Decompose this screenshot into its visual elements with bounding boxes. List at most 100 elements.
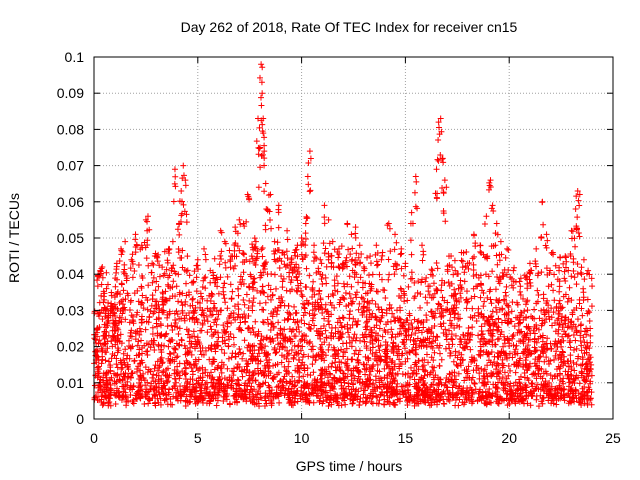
data-point — [150, 371, 157, 378]
data-point — [480, 372, 487, 379]
data-point — [509, 354, 516, 361]
data-point — [525, 377, 532, 384]
data-point — [369, 310, 376, 317]
data-point — [348, 343, 355, 350]
data-point — [444, 299, 451, 306]
y-tick-label: 0.08 — [57, 121, 84, 137]
data-point — [573, 345, 580, 352]
data-point — [324, 308, 331, 315]
data-point — [119, 310, 126, 317]
chart-title: Day 262 of 2018, Rate Of TEC Index for r… — [181, 19, 518, 35]
data-point — [260, 319, 267, 326]
data-point — [463, 339, 470, 346]
data-point — [137, 367, 144, 374]
data-point — [93, 353, 100, 360]
data-point — [353, 294, 360, 301]
data-point — [560, 375, 567, 382]
data-point — [264, 316, 271, 323]
data-point — [553, 348, 560, 355]
data-point — [113, 361, 120, 368]
data-point — [246, 297, 253, 304]
data-point — [567, 344, 574, 351]
data-point — [411, 376, 418, 383]
data-point — [163, 330, 170, 337]
data-point — [500, 343, 507, 350]
data-point — [244, 361, 251, 368]
data-point — [476, 370, 483, 377]
data-point — [249, 350, 256, 357]
data-point — [366, 372, 373, 379]
data-point — [567, 337, 574, 344]
data-point — [480, 314, 487, 321]
data-point — [354, 393, 361, 400]
data-point — [105, 299, 112, 306]
data-point — [224, 305, 231, 312]
data-point — [239, 355, 246, 362]
data-point — [96, 337, 103, 344]
data-point — [269, 313, 276, 320]
data-point — [254, 353, 261, 360]
data-point — [448, 335, 455, 342]
data-point — [267, 296, 274, 303]
data-point — [562, 368, 569, 375]
data-point — [225, 355, 232, 362]
data-point — [573, 305, 580, 312]
data-point — [407, 364, 414, 371]
data-point — [394, 370, 401, 377]
data-point — [505, 372, 512, 379]
data-point — [182, 345, 189, 352]
data-point — [432, 337, 439, 344]
data-point — [136, 325, 143, 332]
y-tick-label: 0.06 — [57, 194, 84, 210]
data-point — [98, 345, 105, 352]
data-point — [522, 357, 529, 364]
x-tick-label: 10 — [294, 430, 310, 446]
data-point — [229, 288, 236, 295]
data-point — [265, 282, 272, 289]
data-point — [368, 399, 375, 406]
data-point — [501, 333, 508, 340]
data-point — [329, 360, 336, 367]
data-point — [298, 291, 305, 298]
data-point — [278, 359, 285, 366]
data-point — [227, 331, 234, 338]
data-point — [252, 318, 259, 325]
data-point — [342, 401, 349, 408]
data-point — [465, 325, 472, 332]
data-point — [148, 302, 155, 309]
data-point — [215, 381, 222, 388]
data-point — [431, 349, 438, 356]
data-point — [144, 306, 151, 313]
data-point — [149, 324, 156, 331]
data-point — [379, 333, 386, 340]
data-point — [130, 320, 137, 327]
data-point — [398, 330, 405, 337]
data-point — [434, 342, 441, 349]
data-point — [314, 332, 321, 339]
data-point — [204, 329, 211, 336]
data-point — [139, 350, 146, 357]
data-point — [322, 301, 329, 308]
data-point — [552, 373, 559, 380]
data-point — [272, 305, 279, 312]
data-point — [549, 322, 556, 329]
data-point — [512, 351, 519, 358]
data-point — [495, 369, 502, 376]
data-point — [339, 395, 346, 402]
data-point — [455, 370, 462, 377]
data-point — [325, 346, 332, 353]
data-point — [231, 303, 238, 310]
data-point — [343, 345, 350, 352]
data-point — [339, 314, 346, 321]
data-point — [139, 345, 146, 352]
data-point — [430, 381, 437, 388]
data-point — [136, 346, 143, 353]
data-point — [440, 330, 447, 337]
data-point — [220, 322, 227, 329]
data-point — [448, 331, 455, 338]
data-point — [322, 327, 329, 334]
data-point — [535, 326, 542, 333]
data-point — [327, 333, 334, 340]
data-point — [202, 381, 209, 388]
data-point — [439, 309, 446, 316]
